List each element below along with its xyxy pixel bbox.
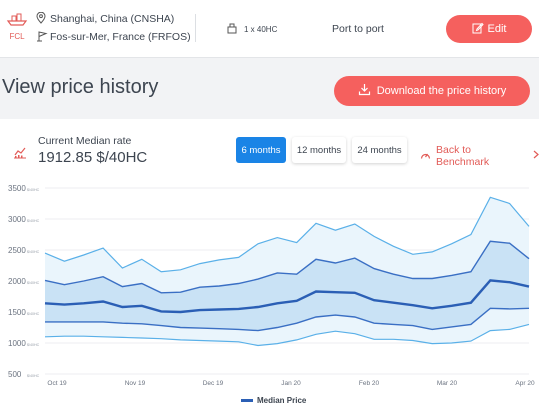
tab-24-months[interactable]: 24 months [352,137,407,163]
inner-range-band [45,241,529,331]
y-tick-unit: $/40HC [27,250,40,254]
y-tick-unit: $/40HC [27,374,40,378]
x-tick-label: Oct 19 [47,380,67,387]
y-tick-label: 3000 [8,215,26,224]
fcl-label: FCL [9,32,25,41]
back-to-benchmark-link[interactable]: Back to Benchmark [420,144,539,168]
origin-port: Shanghai, China (CNSHA) [50,13,175,25]
lower-inner-line [45,307,530,332]
current-rate-value: 1912.85 $/40HC [38,149,148,166]
container-size: 1 x 40HC [244,24,278,34]
x-tick-label: Apr 20 [515,380,535,387]
median-legend-label: Median Price [257,396,307,405]
y-tick-label: 1500 [8,308,26,317]
route: Shanghai, China (CNSHA) Fos-sur-Mer, Fra… [36,10,191,46]
x-tick-label: Mar 20 [437,380,458,387]
y-tick-label: 1000 [8,339,26,348]
y-tick-unit: $/40HC [27,312,40,316]
y-tick-unit: $/40HC [27,219,40,223]
service-type: Port to port [332,23,384,35]
upper-outer-line [44,196,530,273]
destination-flag-icon [36,30,50,45]
tab-6-months[interactable]: 6 months [236,137,286,163]
y-tick-label: 2500 [8,246,26,255]
lower-outer-line [44,323,530,347]
x-tick-label: Jan 20 [281,380,301,387]
y-tick-unit: $/40HC [27,188,40,192]
location-pin-icon [36,11,50,27]
x-tick-label: Feb 20 [359,380,380,387]
chart-trend-icon [14,147,26,159]
current-rate-label: Current Median rate [38,135,132,147]
edit-button-label: Edit [487,23,507,35]
tab-12-months[interactable]: 12 months [292,137,346,163]
page-title: View price history [2,76,159,98]
ship-icon [6,13,28,26]
upper-inner-line [44,240,530,294]
chevron-right-icon [533,150,539,162]
destination-port: Fos-sur-Mer, France (FRFOS) [50,31,191,43]
shipment-summary-bar: FCL Shanghai, China (CNSHA) Fos-sur-Mer,… [0,0,539,58]
edit-icon [472,22,484,37]
median-price-line [44,279,530,314]
back-to-benchmark-label: Back to Benchmark [436,144,490,168]
edit-button[interactable]: Edit [446,15,532,43]
y-tick-unit: $/40HC [27,281,40,285]
download-icon [358,83,371,99]
divider [195,14,196,42]
y-tick-unit: $/40HC [27,343,40,347]
x-axis: Oct 19 Nov 19 Dec 19 Jan 20 Feb 20 Mar 20 Apr … [47,380,535,387]
fcl-mode: FCL [4,12,30,41]
x-tick-label: Nov 19 [125,380,146,387]
container-icon [226,22,238,36]
gauge-icon [420,150,431,163]
x-tick-label: Dec 19 [203,380,224,387]
median-legend-swatch [241,399,253,402]
y-tick-label: 500 [8,370,22,379]
y-tick-label: 3500 [8,184,26,193]
download-history-label: Download the price history [376,85,507,97]
chart-legend: Median Price [241,396,306,405]
container-info: 1 x 40HC [226,22,277,36]
y-tick-label: 2000 [8,277,26,286]
download-history-button[interactable]: Download the price history [334,76,530,106]
